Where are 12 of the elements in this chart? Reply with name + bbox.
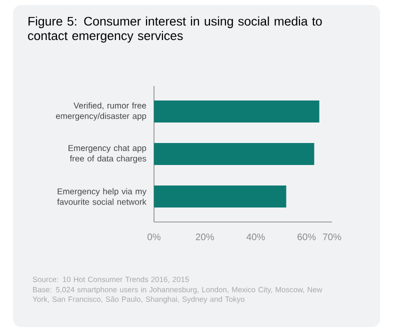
chart-title: Figure 5: Consumer interest in using social media to contact emergency services — [28, 16, 322, 43]
x-tick-label: 20% — [196, 234, 214, 240]
y-tick-label: Emergency chat app free of data charges — [68, 144, 146, 164]
y-tick-label: Emergency help via my favourite social network — [57, 188, 146, 205]
x-tick-label: 40% — [246, 234, 265, 240]
x-tick-label: 0% — [148, 234, 160, 240]
x-tick-label: 60% — [298, 234, 316, 240]
bar — [154, 100, 320, 122]
bar — [154, 186, 286, 208]
x-tick-label: 70% — [323, 234, 342, 240]
y-tick-label: Verified, rumor free emergency/disaster app — [56, 102, 146, 121]
bar — [154, 143, 314, 165]
